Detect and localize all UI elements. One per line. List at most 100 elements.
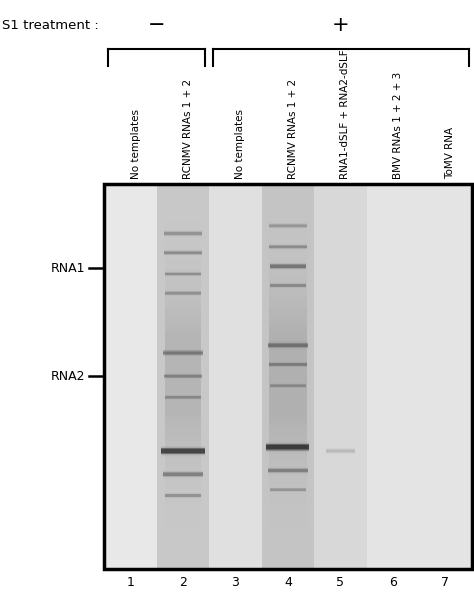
Bar [269,246,307,250]
Text: No templates: No templates [236,109,246,179]
Bar [269,259,307,264]
Bar [164,424,201,428]
Bar [164,359,201,363]
Bar [164,510,201,515]
Bar [164,220,201,225]
Bar [164,467,201,471]
Bar [269,424,307,428]
Bar [164,350,201,355]
Bar [164,285,201,290]
Bar [164,238,201,242]
Bar [269,433,307,437]
Bar [314,184,367,569]
Text: RCNMV RNAs 1 + 2: RCNMV RNAs 1 + 2 [288,79,298,179]
Bar [269,268,307,272]
Bar [269,350,307,355]
Bar [269,359,307,363]
Bar [164,515,201,520]
Bar [164,320,201,324]
Bar [164,420,201,424]
Bar [164,502,201,506]
Bar [164,541,201,545]
Bar [266,451,310,452]
Bar [164,394,201,398]
Text: BMV RNAs 1 + 2 + 3: BMV RNAs 1 + 2 + 3 [393,72,403,179]
Bar [164,485,201,489]
Text: 2: 2 [179,576,187,589]
Bar [419,184,472,569]
Bar [104,184,157,569]
Bar [266,446,310,447]
Bar [266,447,310,448]
Bar [269,493,307,498]
Bar [164,355,201,359]
Bar [164,329,201,333]
Bar [269,428,307,433]
Bar [266,452,310,453]
Bar [269,411,307,415]
Text: RNA1: RNA1 [51,262,85,275]
Bar [162,447,204,448]
Bar [164,489,201,493]
Bar [269,445,307,450]
Bar [164,233,201,238]
Bar [269,220,307,225]
Bar [269,380,307,385]
Bar [164,290,201,294]
Bar [269,324,307,329]
Bar [266,445,310,446]
Text: 1: 1 [127,576,135,589]
Bar [269,341,307,346]
Bar [164,203,201,207]
Bar [269,515,307,520]
Bar [269,502,307,506]
Bar [164,333,201,337]
Text: RCNMV RNAs 1 + 2: RCNMV RNAs 1 + 2 [183,79,193,179]
Bar [269,528,307,532]
Bar [269,536,307,541]
Bar [269,485,307,489]
Bar [164,441,201,445]
Bar [269,368,307,372]
Bar [164,493,201,498]
Bar [164,545,201,550]
Bar [269,394,307,398]
Bar [164,376,201,380]
Bar [269,480,307,485]
Bar [269,450,307,455]
Bar [164,216,201,220]
Bar [269,229,307,233]
Bar [162,444,204,445]
Bar [164,455,201,459]
Bar [164,281,201,285]
Bar [164,276,201,281]
Bar [164,385,201,389]
Bar [164,307,201,311]
Bar [367,184,419,569]
Bar [269,506,307,510]
Bar [269,303,307,307]
Bar [269,455,307,459]
Bar [269,315,307,320]
Bar [164,311,201,315]
Bar [269,203,307,207]
Bar [164,437,201,441]
Bar [269,415,307,420]
Bar [269,311,307,315]
Bar [164,207,201,211]
Bar [269,272,307,276]
Text: −: − [148,15,165,36]
Bar [269,307,307,311]
Bar [164,229,201,233]
Bar [269,398,307,402]
Bar [162,446,204,447]
Bar [164,341,201,346]
Bar [164,303,201,307]
Bar [164,406,201,411]
Bar [266,443,310,444]
Bar [164,324,201,329]
Bar [164,346,201,350]
Bar [269,211,307,216]
Text: 6: 6 [389,576,397,589]
Bar [164,402,201,406]
